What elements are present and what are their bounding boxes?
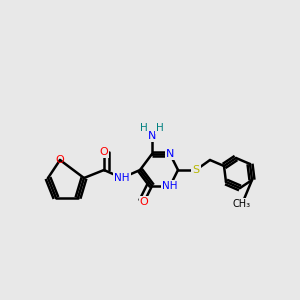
Text: CH₃: CH₃ xyxy=(233,199,251,209)
Text: O: O xyxy=(100,147,108,157)
Text: O: O xyxy=(140,197,148,207)
Text: NH: NH xyxy=(162,181,178,191)
Text: H: H xyxy=(156,123,164,133)
Text: N: N xyxy=(148,131,156,141)
Text: H: H xyxy=(140,123,148,133)
Text: NH: NH xyxy=(114,173,130,183)
Text: S: S xyxy=(192,165,200,175)
Text: O: O xyxy=(56,155,64,165)
Text: N: N xyxy=(166,149,174,159)
